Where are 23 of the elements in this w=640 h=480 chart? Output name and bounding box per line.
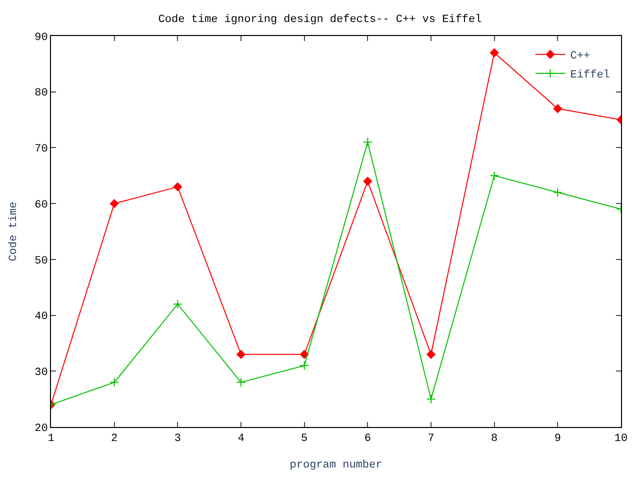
x-axis-title: program number <box>290 459 382 472</box>
x-tick-label: 9 <box>554 433 561 446</box>
x-tick-label: 1 <box>48 433 55 446</box>
x-tick-label: 7 <box>428 433 434 446</box>
chart-title: Code time ignoring design defects-- C++ vs Eiffel <box>158 14 482 26</box>
x-tick-label: 8 <box>491 433 498 446</box>
legend-label: C++ <box>570 50 590 63</box>
y-tick-label: 20 <box>34 422 48 435</box>
y-tick-label: 80 <box>34 88 48 100</box>
legend-label: Eiffel <box>570 70 610 82</box>
x-tick-label: 2 <box>111 433 118 446</box>
y-tick-label: 40 <box>34 311 48 324</box>
y-axis-title: Code time <box>8 202 20 262</box>
x-tick-label: 10 <box>614 433 628 446</box>
y-tick-label: 50 <box>34 255 48 268</box>
y-tick-label: 70 <box>34 144 48 156</box>
x-tick-label: 4 <box>238 433 245 446</box>
y-tick-label: 90 <box>34 32 48 44</box>
x-tick-label: 3 <box>174 433 181 446</box>
x-tick-label: 5 <box>301 433 308 446</box>
x-tick-label: 6 <box>364 433 371 446</box>
y-tick-label: 30 <box>34 366 48 379</box>
y-tick-label: 60 <box>34 199 48 212</box>
